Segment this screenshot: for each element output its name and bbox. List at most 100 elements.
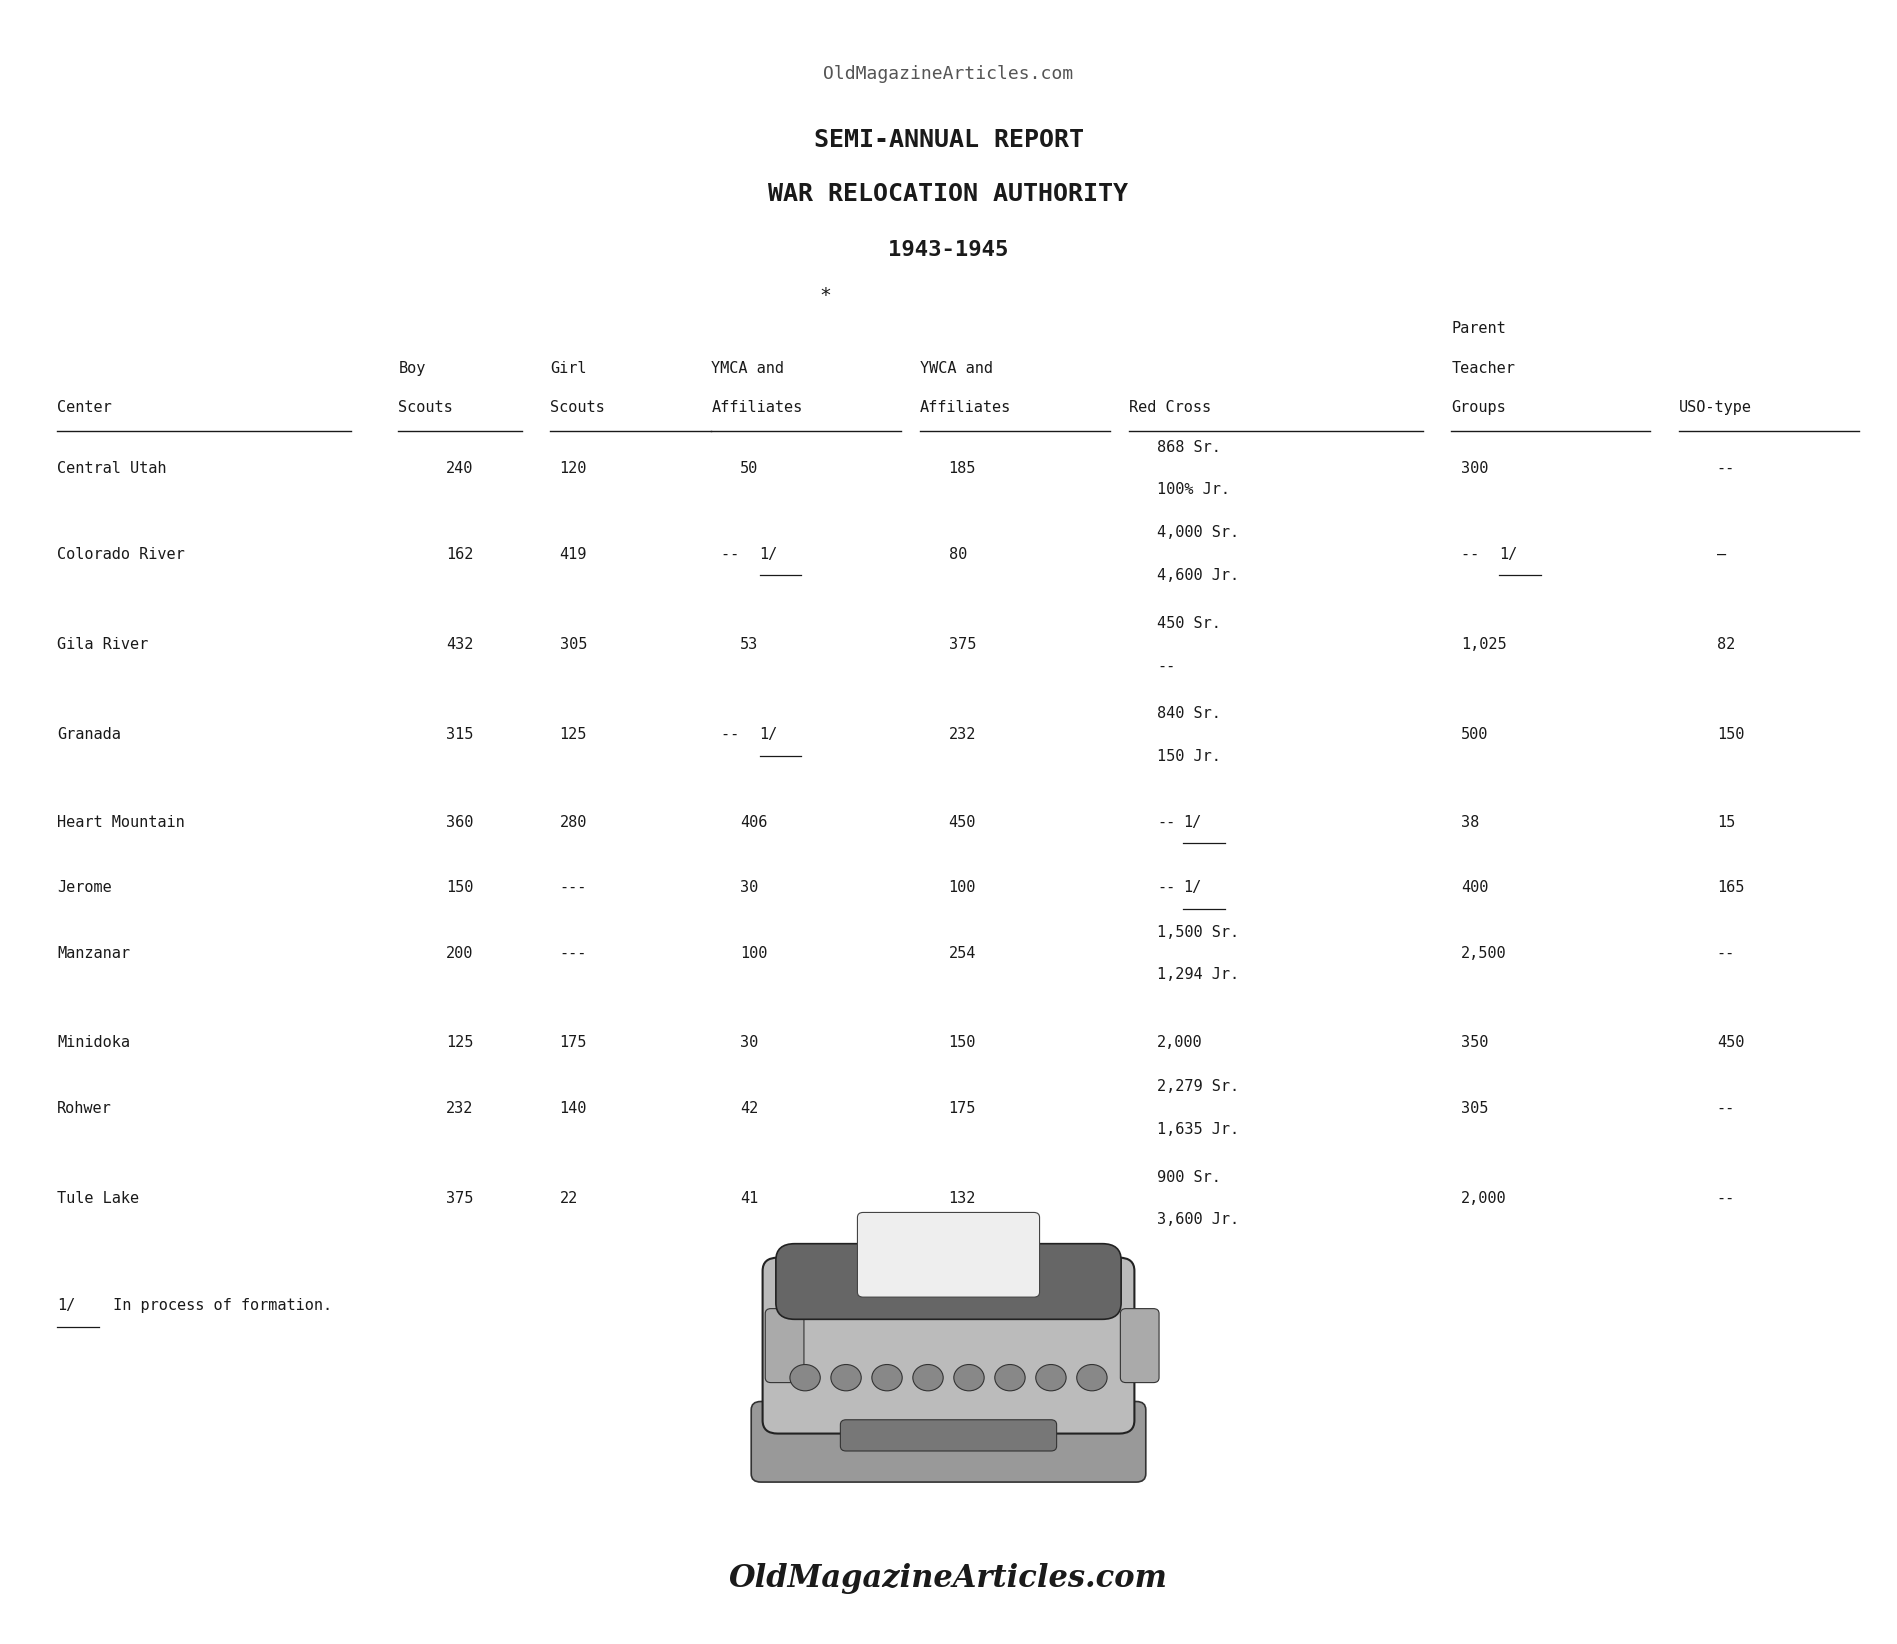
Text: 41: 41 xyxy=(740,1190,759,1207)
Text: Affiliates: Affiliates xyxy=(920,399,1011,416)
Text: 100: 100 xyxy=(948,880,975,896)
Text: Red Cross: Red Cross xyxy=(1129,399,1210,416)
Text: 100: 100 xyxy=(740,945,766,962)
Text: Gila River: Gila River xyxy=(57,636,148,653)
Circle shape xyxy=(1036,1365,1066,1391)
Text: YWCA and: YWCA and xyxy=(920,360,992,376)
Text: 30: 30 xyxy=(740,880,759,896)
Text: --: -- xyxy=(1717,1190,1736,1207)
Text: 450: 450 xyxy=(1717,1034,1743,1051)
Text: 1/: 1/ xyxy=(57,1297,76,1314)
Text: 2,500: 2,500 xyxy=(1461,945,1506,962)
Circle shape xyxy=(873,1365,903,1391)
Text: 450: 450 xyxy=(948,814,975,830)
Text: 300: 300 xyxy=(1461,460,1487,477)
Text: --: -- xyxy=(1157,658,1176,674)
Text: 432: 432 xyxy=(446,636,472,653)
Text: 15: 15 xyxy=(1717,814,1736,830)
Text: 500: 500 xyxy=(1461,727,1487,743)
Text: 150 Jr.: 150 Jr. xyxy=(1157,748,1222,764)
Text: Rohwer: Rohwer xyxy=(57,1100,112,1116)
Text: 1943-1945: 1943-1945 xyxy=(888,240,1009,260)
Text: 1/: 1/ xyxy=(759,727,778,743)
Text: 42: 42 xyxy=(740,1100,759,1116)
Text: Scouts: Scouts xyxy=(398,399,453,416)
Text: 150: 150 xyxy=(446,880,472,896)
Circle shape xyxy=(994,1365,1024,1391)
Text: Girl: Girl xyxy=(550,360,586,376)
Text: 840 Sr.: 840 Sr. xyxy=(1157,705,1222,722)
Text: Tule Lake: Tule Lake xyxy=(57,1190,138,1207)
Text: 1/: 1/ xyxy=(1184,880,1201,896)
Circle shape xyxy=(789,1365,820,1391)
Circle shape xyxy=(912,1365,943,1391)
Text: SEMI-ANNUAL REPORT: SEMI-ANNUAL REPORT xyxy=(814,128,1083,151)
Text: 175: 175 xyxy=(948,1100,975,1116)
Text: --: -- xyxy=(1157,814,1176,830)
FancyBboxPatch shape xyxy=(776,1245,1121,1318)
Text: Minidoka: Minidoka xyxy=(57,1034,129,1051)
Text: USO-type: USO-type xyxy=(1679,399,1751,416)
Text: 1,500 Sr.: 1,500 Sr. xyxy=(1157,924,1239,940)
Text: —: — xyxy=(1717,546,1726,562)
Text: *: * xyxy=(820,286,831,306)
Text: In process of formation.: In process of formation. xyxy=(104,1297,332,1314)
Text: 132: 132 xyxy=(948,1190,975,1207)
Text: ---: --- xyxy=(560,880,586,896)
Text: Parent: Parent xyxy=(1451,321,1506,337)
Text: 1,635 Jr.: 1,635 Jr. xyxy=(1157,1121,1239,1138)
Text: Granada: Granada xyxy=(57,727,121,743)
Text: 120: 120 xyxy=(560,460,586,477)
Text: YMCA and: YMCA and xyxy=(711,360,783,376)
Text: 38: 38 xyxy=(1461,814,1480,830)
Text: 360: 360 xyxy=(446,814,472,830)
Text: Central Utah: Central Utah xyxy=(57,460,167,477)
Text: 4,600 Jr.: 4,600 Jr. xyxy=(1157,567,1239,584)
Text: OldMagazineArticles.com: OldMagazineArticles.com xyxy=(823,66,1074,82)
Text: 162: 162 xyxy=(446,546,472,562)
Text: --: -- xyxy=(1717,460,1736,477)
Text: --: -- xyxy=(721,546,747,562)
Text: 419: 419 xyxy=(560,546,586,562)
Text: 1,294 Jr.: 1,294 Jr. xyxy=(1157,967,1239,983)
Text: 400: 400 xyxy=(1461,880,1487,896)
Text: Groups: Groups xyxy=(1451,399,1506,416)
Text: 1,025: 1,025 xyxy=(1461,636,1506,653)
Text: 4,000 Sr.: 4,000 Sr. xyxy=(1157,524,1239,541)
Text: 900 Sr.: 900 Sr. xyxy=(1157,1169,1222,1185)
FancyBboxPatch shape xyxy=(840,1420,1057,1452)
FancyBboxPatch shape xyxy=(857,1213,1040,1297)
Text: 280: 280 xyxy=(560,814,586,830)
Text: OldMagazineArticles.com: OldMagazineArticles.com xyxy=(728,1563,1169,1593)
FancyBboxPatch shape xyxy=(764,1309,804,1383)
Text: 1/: 1/ xyxy=(1499,546,1518,562)
Text: 50: 50 xyxy=(740,460,759,477)
Text: 30: 30 xyxy=(740,1034,759,1051)
Text: 22: 22 xyxy=(560,1190,579,1207)
Text: 315: 315 xyxy=(446,727,472,743)
Text: 375: 375 xyxy=(948,636,975,653)
Text: 82: 82 xyxy=(1717,636,1736,653)
Text: 868 Sr.: 868 Sr. xyxy=(1157,439,1222,455)
Text: 406: 406 xyxy=(740,814,766,830)
Text: 1/: 1/ xyxy=(1184,814,1201,830)
Text: 2,279 Sr.: 2,279 Sr. xyxy=(1157,1078,1239,1095)
Text: Affiliates: Affiliates xyxy=(711,399,802,416)
Text: 1/: 1/ xyxy=(759,546,778,562)
Text: ---: --- xyxy=(560,945,586,962)
Text: 375: 375 xyxy=(446,1190,472,1207)
Text: --: -- xyxy=(1157,880,1176,896)
Text: 80: 80 xyxy=(948,546,967,562)
Text: --: -- xyxy=(1461,546,1487,562)
FancyBboxPatch shape xyxy=(763,1258,1134,1434)
Circle shape xyxy=(954,1365,985,1391)
Text: 2,000: 2,000 xyxy=(1157,1034,1203,1051)
Circle shape xyxy=(1077,1365,1108,1391)
FancyBboxPatch shape xyxy=(751,1401,1146,1483)
Text: 150: 150 xyxy=(948,1034,975,1051)
Text: 450 Sr.: 450 Sr. xyxy=(1157,615,1222,631)
Text: Jerome: Jerome xyxy=(57,880,112,896)
Text: Center: Center xyxy=(57,399,112,416)
Text: Teacher: Teacher xyxy=(1451,360,1516,376)
FancyBboxPatch shape xyxy=(1121,1309,1159,1383)
